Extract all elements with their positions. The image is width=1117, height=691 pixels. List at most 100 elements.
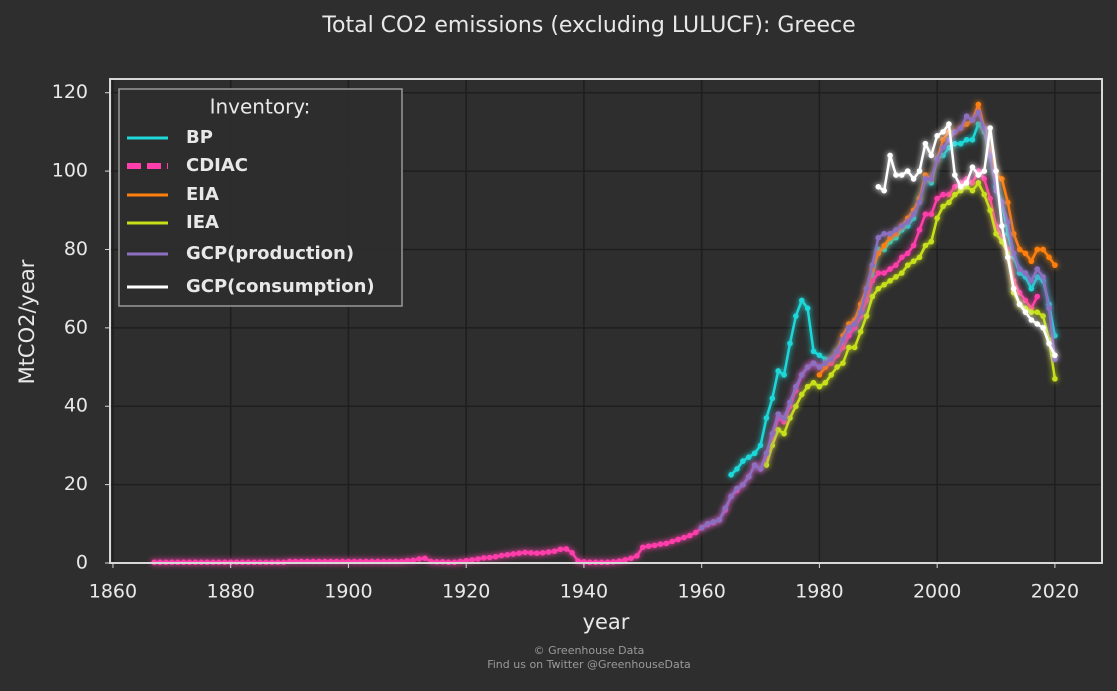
data-point — [887, 234, 893, 241]
data-point — [875, 270, 882, 276]
data-point — [781, 372, 787, 378]
data-point — [698, 524, 705, 531]
data-point — [922, 172, 929, 178]
data-point — [887, 266, 893, 272]
data-point — [551, 548, 558, 555]
legend-label: BP — [186, 127, 213, 148]
data-point — [775, 368, 782, 374]
data-point — [775, 411, 782, 417]
data-point — [757, 442, 764, 449]
data-point — [516, 550, 522, 557]
data-point — [769, 442, 776, 449]
credit: Find us on Twitter @GreenhouseData — [487, 658, 691, 671]
data-point — [675, 536, 681, 543]
data-point — [528, 550, 534, 556]
data-point — [1052, 262, 1058, 268]
data-point — [946, 121, 952, 127]
data-point — [904, 250, 911, 257]
data-point — [545, 549, 552, 555]
data-point — [975, 172, 982, 178]
data-point — [893, 227, 899, 233]
data-point — [816, 352, 823, 359]
data-point — [798, 372, 805, 378]
data-point — [857, 328, 864, 335]
data-point — [1046, 305, 1052, 312]
data-point — [934, 156, 940, 163]
data-point — [916, 199, 923, 206]
data-point — [1028, 317, 1035, 323]
data-point — [940, 136, 946, 143]
data-point — [969, 187, 976, 194]
data-point — [846, 344, 852, 351]
data-point — [934, 215, 940, 221]
data-point — [910, 211, 917, 218]
data-point — [963, 183, 970, 190]
data-point — [875, 250, 882, 257]
data-point — [957, 183, 964, 190]
data-point — [669, 538, 676, 545]
data-point — [722, 505, 729, 511]
data-point — [781, 430, 787, 437]
data-point — [704, 521, 711, 527]
x-tick-label: 1920 — [442, 581, 490, 603]
data-point — [651, 542, 658, 549]
data-point — [922, 176, 929, 182]
data-point — [1022, 297, 1029, 304]
data-point — [1052, 376, 1058, 382]
x-tick-label: 1900 — [324, 581, 372, 603]
x-axis-label: year — [583, 610, 630, 634]
data-point — [510, 551, 517, 557]
data-point — [816, 364, 823, 370]
data-point — [481, 555, 487, 561]
data-point — [504, 551, 511, 558]
data-point — [1034, 293, 1041, 300]
data-point — [1010, 285, 1017, 292]
legend-label: EIA — [186, 184, 219, 205]
data-point — [940, 144, 946, 151]
data-point — [1010, 231, 1017, 237]
data-point — [963, 113, 970, 120]
data-point — [734, 485, 740, 492]
data-point — [899, 172, 905, 178]
legend-label: CDIAC — [186, 155, 248, 176]
data-point — [534, 550, 540, 557]
data-point — [963, 180, 970, 186]
data-point — [734, 466, 740, 472]
data-point — [798, 391, 805, 398]
data-point — [899, 223, 905, 229]
series — [875, 121, 1058, 359]
data-point — [1005, 219, 1011, 225]
data-point — [492, 553, 499, 560]
data-point — [769, 430, 776, 437]
data-point — [893, 234, 899, 241]
data-point — [840, 344, 846, 351]
data-point — [816, 372, 823, 378]
data-point — [957, 140, 964, 147]
data-point — [987, 195, 993, 202]
data-point — [904, 219, 911, 225]
data-point — [810, 360, 817, 366]
data-point — [1034, 321, 1041, 327]
data-point — [922, 211, 929, 218]
data-point — [1034, 309, 1041, 315]
plot-frame — [109, 78, 1103, 564]
data-point — [1046, 254, 1052, 261]
data-point — [922, 242, 929, 249]
y-tick-label: 20 — [64, 473, 88, 495]
data-point — [922, 140, 929, 147]
data-point — [634, 553, 640, 559]
data-point — [569, 550, 575, 556]
data-point — [893, 172, 899, 178]
data-point — [940, 129, 946, 135]
y-tick-label: 80 — [64, 238, 88, 260]
data-point — [946, 199, 952, 206]
x-tick-label: 1940 — [560, 581, 608, 603]
data-point — [798, 297, 805, 304]
data-point — [881, 242, 887, 249]
data-point — [916, 168, 923, 174]
data-point — [1016, 246, 1023, 253]
legend-label: GCP(production) — [186, 243, 354, 264]
data-point — [981, 176, 988, 182]
data-point — [910, 242, 917, 249]
data-point — [851, 321, 858, 327]
